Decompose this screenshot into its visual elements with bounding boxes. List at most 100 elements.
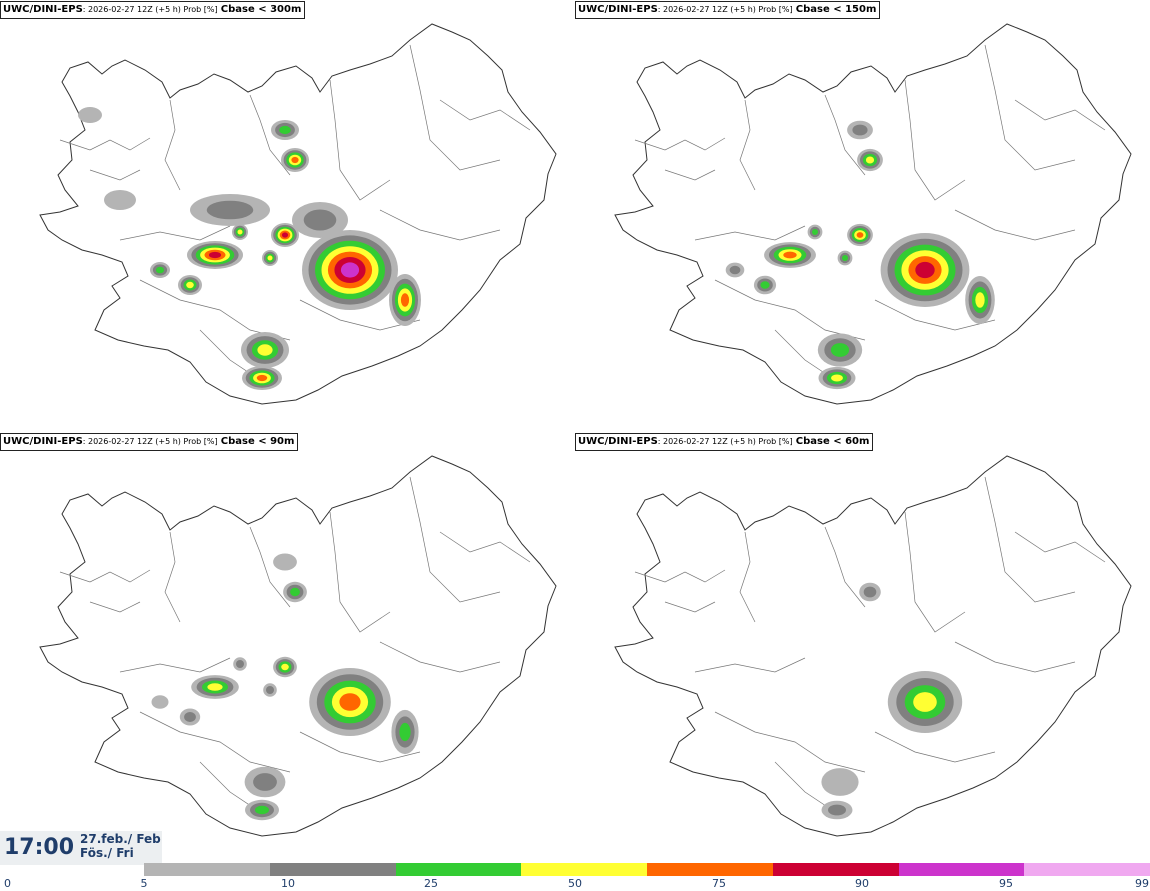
- probability-contour: [303, 209, 337, 231]
- colorbar-tick-label: 99: [1135, 877, 1149, 890]
- region-boundary: [984, 44, 1076, 171]
- probability-contour: [399, 722, 411, 742]
- probability-contour: [852, 124, 868, 136]
- coastline: [614, 23, 1132, 405]
- region-boundary: [439, 99, 531, 131]
- colorbar-segment: [521, 863, 647, 876]
- region-boundary: [694, 225, 806, 241]
- region-boundary: [954, 641, 1076, 673]
- panel-title: UWC/DINI-EPS: 2026-02-27 12Z (+5 h) Prob…: [575, 433, 874, 451]
- region-boundary: [439, 531, 531, 563]
- region-boundary: [694, 657, 806, 673]
- region-boundary: [714, 711, 866, 773]
- region-boundary: [664, 601, 716, 613]
- probability-contour: [339, 693, 361, 711]
- iceland-map: [39, 23, 557, 405]
- region-boundary: [379, 641, 501, 673]
- probability-contour: [208, 251, 222, 259]
- probability-contour: [830, 343, 850, 357]
- probability-contour: [184, 712, 196, 722]
- probability-contour: [104, 190, 136, 210]
- colorbar-segment: [898, 863, 1025, 876]
- colorbar-tick-label: 50: [568, 877, 582, 890]
- probability-contour: [253, 773, 277, 791]
- map-panel-4: UWC/DINI-EPS: 2026-02-27 12Z (+5 h) Prob…: [575, 432, 1150, 864]
- valid-day: Fös./ Fri: [80, 846, 134, 860]
- probability-contour: [151, 695, 169, 709]
- probability-contour: [237, 229, 243, 235]
- colorbar-tick-label: 25: [424, 877, 438, 890]
- colorbar-tick-label: 90: [855, 877, 869, 890]
- region-boundary: [874, 731, 996, 763]
- probability-contour: [279, 125, 291, 135]
- colorbar-tick-label: 95: [999, 877, 1013, 890]
- iceland-map: [614, 455, 1132, 837]
- probability-contour: [291, 156, 299, 164]
- region-boundary: [904, 511, 966, 633]
- probability-contour: [913, 692, 937, 712]
- panel-title: UWC/DINI-EPS: 2026-02-27 12Z (+5 h) Prob…: [0, 1, 306, 19]
- region-boundary: [904, 79, 966, 201]
- region-boundary: [59, 569, 151, 583]
- region-boundary: [329, 79, 391, 201]
- colorbar-segment: [144, 863, 270, 876]
- region-boundary: [89, 601, 141, 613]
- region-boundary: [299, 731, 421, 763]
- region-boundary: [1014, 531, 1106, 563]
- region-boundary: [409, 476, 501, 603]
- region-boundary: [249, 526, 291, 608]
- region-boundary: [59, 137, 151, 151]
- probability-contour: [290, 587, 300, 597]
- region-boundary: [714, 279, 866, 341]
- probability-contour: [400, 293, 410, 307]
- probability-contour: [821, 768, 859, 796]
- probability-contour: [206, 200, 254, 220]
- probability-contour: [842, 255, 848, 261]
- colorbar-segment: [647, 863, 773, 876]
- region-boundary: [119, 657, 231, 673]
- probability-contour: [783, 251, 797, 259]
- probability-contour: [186, 281, 194, 289]
- map-panel-1: UWC/DINI-EPS: 2026-02-27 12Z (+5 h) Prob…: [0, 0, 575, 432]
- timestamp-box: 17:00 27.feb./ Feb Fös./ Fri: [0, 831, 162, 865]
- colorbar-tick-label: 10: [281, 877, 295, 890]
- region-boundary: [139, 711, 291, 773]
- colorbar-segment: [1024, 863, 1150, 876]
- colorbar-segment: [772, 863, 899, 876]
- region-boundary: [634, 569, 726, 583]
- probability-contour: [863, 586, 877, 598]
- panel-title: UWC/DINI-EPS: 2026-02-27 12Z (+5 h) Prob…: [575, 1, 881, 19]
- probability-colorbar: [144, 863, 1150, 876]
- probability-contour: [760, 281, 770, 289]
- probability-contour: [267, 255, 273, 261]
- region-boundary: [954, 209, 1076, 241]
- panel-title: UWC/DINI-EPS: 2026-02-27 12Z (+5 h) Prob…: [0, 433, 299, 451]
- probability-contour: [281, 663, 289, 671]
- colorbar-tick-label: 75: [712, 877, 726, 890]
- region-boundary: [299, 299, 421, 331]
- region-boundary: [89, 169, 141, 181]
- region-boundary: [984, 476, 1076, 603]
- region-boundary: [119, 225, 231, 241]
- region-boundary: [664, 169, 716, 181]
- region-boundary: [379, 209, 501, 241]
- probability-contour: [856, 232, 864, 238]
- iceland-map: [39, 455, 557, 837]
- map-panel-3: UWC/DINI-EPS: 2026-02-27 12Z (+5 h) Prob…: [0, 432, 575, 864]
- region-boundary: [409, 44, 501, 171]
- probability-contour: [812, 229, 818, 235]
- colorbar-tick-label: 5: [140, 877, 148, 890]
- probability-contour: [266, 686, 274, 694]
- probability-contour: [281, 232, 289, 238]
- region-boundary: [824, 94, 866, 176]
- coastline: [614, 455, 1132, 837]
- iceland-map: [614, 23, 1132, 405]
- probability-contour: [865, 156, 875, 164]
- valid-date: 27.feb./ Feb: [80, 832, 161, 846]
- map-panel-2: UWC/DINI-EPS: 2026-02-27 12Z (+5 h) Prob…: [575, 0, 1150, 432]
- region-boundary: [874, 299, 996, 331]
- region-boundary: [329, 511, 391, 633]
- probability-contour: [729, 265, 741, 275]
- probability-contour: [273, 553, 297, 571]
- probability-contour: [975, 292, 985, 308]
